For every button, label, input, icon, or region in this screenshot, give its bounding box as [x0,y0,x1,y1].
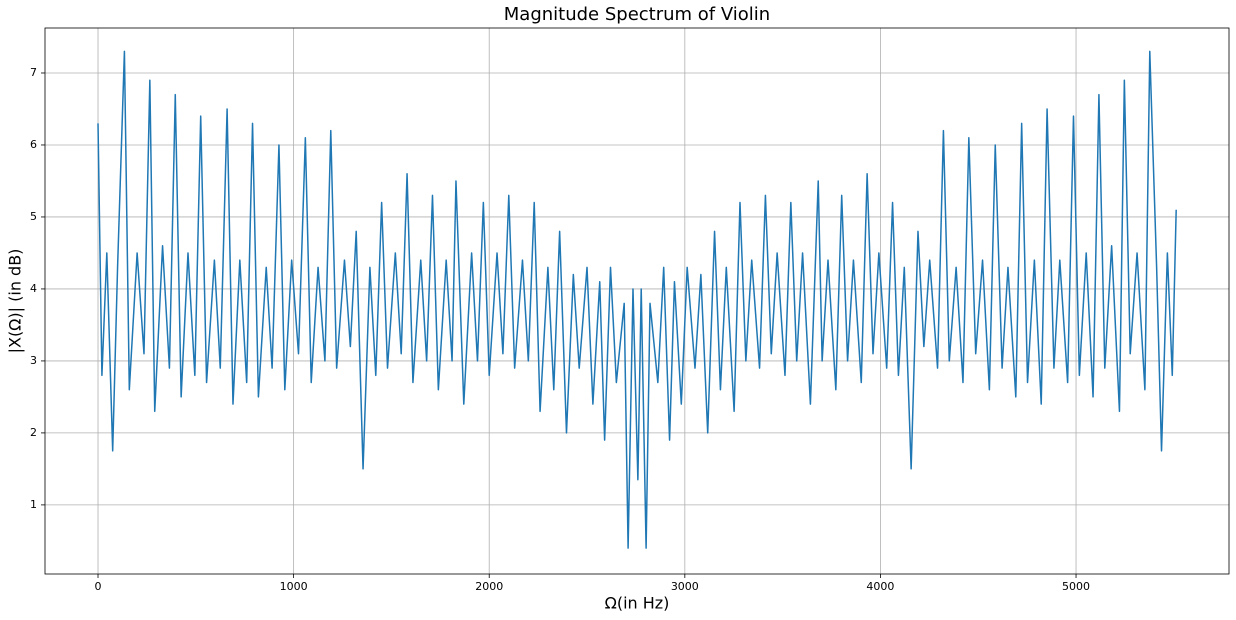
x-tick-label: 5000 [1062,580,1090,593]
y-tick-label: 5 [30,210,37,223]
y-tick-label: 3 [30,354,37,367]
y-axis-label: |X(Ω)| (in dB) [6,249,25,354]
y-tick-label: 2 [30,426,37,439]
x-tick-label: 1000 [280,580,308,593]
x-tick-label: 3000 [671,580,699,593]
x-tick-label: 4000 [866,580,894,593]
spectrum-line [97,50,1177,549]
y-tick-label: 1 [30,498,37,511]
y-tick-label: 7 [30,66,37,79]
x-axis-label: Ω(in Hz) [605,594,670,613]
y-tick-label: 6 [30,138,37,151]
chart-title: Magnitude Spectrum of Violin [504,4,770,25]
x-tick-label: 0 [95,580,102,593]
plot-frame [44,27,1230,575]
y-tick-label: 4 [30,282,37,295]
x-tick-label: 2000 [475,580,503,593]
